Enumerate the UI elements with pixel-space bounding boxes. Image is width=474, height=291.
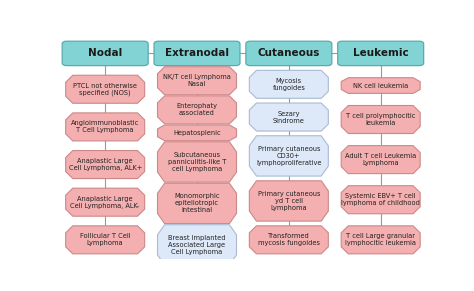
Polygon shape — [341, 106, 420, 134]
Polygon shape — [341, 186, 420, 214]
Text: Primary cutaneous
yd T cell
Lymphoma: Primary cutaneous yd T cell Lymphoma — [257, 191, 320, 211]
Text: Monomorphic
epiteliotropic
intestinal: Monomorphic epiteliotropic intestinal — [174, 194, 220, 213]
Polygon shape — [157, 183, 237, 223]
Polygon shape — [249, 181, 328, 221]
Text: Angioimmunoblastic
T Cell Lymphoma: Angioimmunoblastic T Cell Lymphoma — [71, 120, 139, 133]
Text: Anaplastic Large
Cell Lymphoma, ALK-: Anaplastic Large Cell Lymphoma, ALK- — [71, 196, 140, 209]
Text: Hepatosplenic: Hepatosplenic — [173, 130, 221, 136]
Text: Transformed
mycosis fungoides: Transformed mycosis fungoides — [258, 233, 320, 246]
Polygon shape — [157, 142, 237, 182]
Text: Follicular T Cell
Lymphoma: Follicular T Cell Lymphoma — [80, 233, 130, 246]
Text: Cutaneous: Cutaneous — [258, 48, 320, 58]
Text: Nodal: Nodal — [88, 48, 122, 58]
FancyBboxPatch shape — [62, 41, 148, 65]
Text: Primary cutaneous
CD30+
lymphoproliferative: Primary cutaneous CD30+ lymphoproliferat… — [256, 146, 321, 166]
Text: T cell Large granular
lymphocitic leukemia: T cell Large granular lymphocitic leukem… — [345, 233, 416, 246]
Polygon shape — [157, 96, 237, 124]
FancyBboxPatch shape — [154, 41, 240, 65]
Text: T cell prolymphocitic
leukemia: T cell prolymphocitic leukemia — [346, 113, 415, 126]
Text: Leukemic: Leukemic — [353, 48, 409, 58]
Polygon shape — [249, 226, 328, 254]
Text: NK cell leukemia: NK cell leukemia — [353, 83, 408, 88]
Polygon shape — [157, 225, 237, 265]
Polygon shape — [66, 113, 145, 141]
Polygon shape — [66, 150, 145, 179]
Polygon shape — [66, 226, 145, 254]
Polygon shape — [157, 125, 237, 141]
Polygon shape — [66, 75, 145, 103]
Polygon shape — [157, 67, 237, 95]
Text: Adult T cell Leukemia
Lymphoma: Adult T cell Leukemia Lymphoma — [345, 153, 416, 166]
Polygon shape — [341, 146, 420, 174]
Text: Extranodal: Extranodal — [165, 48, 229, 58]
Text: Subcutaneous
panniculitis-like T
cell Lymphoma: Subcutaneous panniculitis-like T cell Ly… — [168, 152, 226, 172]
Text: Breast Implanted
Associated Large
Cell Lymphoma: Breast Implanted Associated Large Cell L… — [168, 235, 226, 255]
Polygon shape — [249, 103, 328, 131]
Polygon shape — [66, 188, 145, 216]
Polygon shape — [341, 226, 420, 254]
FancyBboxPatch shape — [246, 41, 332, 65]
Text: Sezary
Sindrome: Sezary Sindrome — [273, 111, 305, 124]
Text: Anaplastic Large
Cell Lymphoma, ALK+: Anaplastic Large Cell Lymphoma, ALK+ — [69, 158, 142, 171]
FancyBboxPatch shape — [337, 41, 424, 65]
Text: Systemic EBV+ T cell
lymphoma of childhood: Systemic EBV+ T cell lymphoma of childho… — [341, 193, 420, 206]
Text: NK/T cell Lymphoma
Nasal: NK/T cell Lymphoma Nasal — [163, 74, 231, 87]
Text: PTCL not otherwise
specified (NOS): PTCL not otherwise specified (NOS) — [73, 83, 137, 96]
Polygon shape — [249, 136, 328, 176]
Text: Enterophaty
associated: Enterophaty associated — [176, 103, 218, 116]
Polygon shape — [341, 78, 420, 93]
Polygon shape — [249, 70, 328, 98]
Text: Mycosis
fungoides: Mycosis fungoides — [273, 78, 305, 91]
